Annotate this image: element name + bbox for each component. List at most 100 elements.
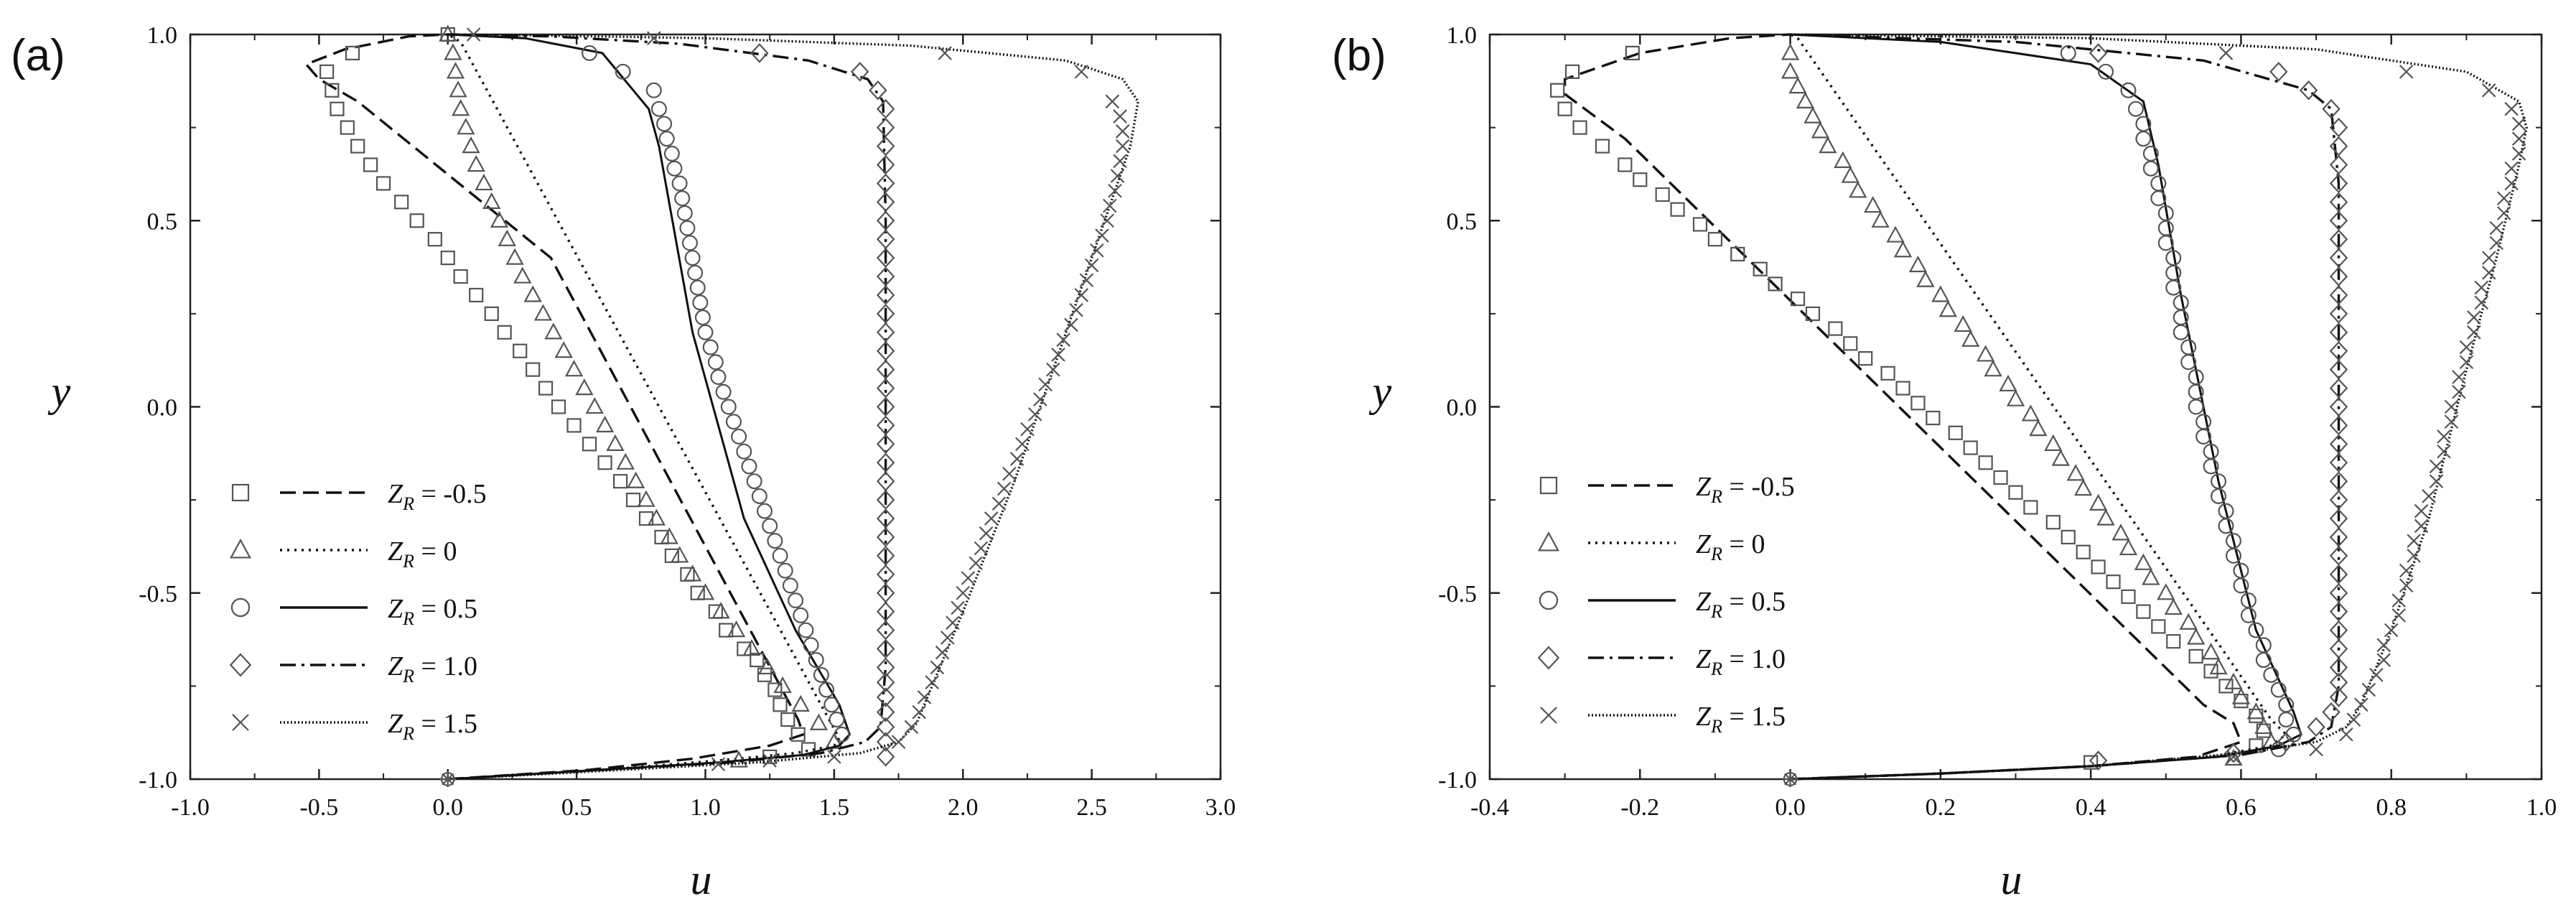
data-point xyxy=(554,341,573,358)
data-point xyxy=(615,63,631,80)
legend-marker xyxy=(229,653,252,677)
data-point xyxy=(997,481,1012,496)
data-point xyxy=(2346,712,2361,727)
data-point xyxy=(876,359,895,380)
chart-panel-b: (b)-0.4 -0.2 0.0 0.2 0.4 0.6 0.8 1.01.00.50.0-0… xyxy=(1332,22,2557,903)
data-point xyxy=(876,396,895,417)
data-point xyxy=(2474,280,2489,295)
data-point xyxy=(694,310,711,326)
x-tick-label: 0.8 xyxy=(2376,794,2407,821)
legend-label: ZR = 0 xyxy=(388,536,457,572)
y-tick-label: 0.0 xyxy=(147,395,178,422)
data-point xyxy=(606,434,625,452)
data-point xyxy=(1572,120,1587,135)
data-point xyxy=(991,496,1007,511)
data-point xyxy=(1803,106,1822,124)
data-point xyxy=(2008,485,2023,500)
data-point xyxy=(666,160,683,177)
data-point xyxy=(2481,251,2496,265)
legend-label: ZR = -0.5 xyxy=(388,479,487,514)
data-point xyxy=(2376,653,2391,667)
data-point xyxy=(2226,750,2241,764)
panel-label: (b) xyxy=(1332,31,1386,80)
x-axis: -1.0 -0.5 0.0 0.5 1.0 1.5 2.0 2.5 3.0 xyxy=(171,34,1236,821)
data-point xyxy=(762,518,778,534)
data-point xyxy=(1961,330,1980,347)
data-point xyxy=(876,210,895,231)
data-point xyxy=(2467,325,2481,340)
data-point xyxy=(2278,697,2295,713)
series-line xyxy=(1790,33,2341,781)
data-point xyxy=(2255,637,2272,653)
data-point xyxy=(497,325,512,340)
data-point xyxy=(956,585,971,600)
data-point xyxy=(345,45,360,61)
data-point xyxy=(757,667,773,682)
data-point xyxy=(2429,459,2444,474)
data-point xyxy=(1707,232,1723,247)
data-point xyxy=(876,527,895,547)
data-point xyxy=(876,192,895,213)
data-point xyxy=(803,637,819,653)
data-point xyxy=(2165,264,2182,281)
y-tick-label: -0.5 xyxy=(139,581,177,608)
data-point xyxy=(725,414,742,430)
data-point xyxy=(767,682,783,697)
data-point xyxy=(1633,172,1648,187)
legend-marker xyxy=(230,597,251,618)
data-point xyxy=(681,235,698,251)
data-point xyxy=(674,190,691,207)
data-point xyxy=(2061,529,2076,545)
data-point xyxy=(637,490,655,507)
data-point xyxy=(613,474,628,489)
data-point xyxy=(2135,131,2152,147)
y-axis-label: y xyxy=(47,368,71,415)
x-tick-label: 0.5 xyxy=(561,794,592,821)
data-point xyxy=(394,195,409,210)
x-tick-label: 0.4 xyxy=(2076,794,2106,821)
data-point xyxy=(2329,638,2348,659)
data-point xyxy=(453,269,468,284)
y-tick-label: -1.0 xyxy=(1438,767,1477,794)
data-point xyxy=(876,415,895,436)
x-tick-label: -0.5 xyxy=(299,794,338,821)
data-point xyxy=(2489,236,2503,251)
data-point xyxy=(938,46,952,60)
data-point xyxy=(1074,65,1089,79)
legend-marker xyxy=(1537,531,1560,552)
legend-label: ZR = 1.0 xyxy=(388,651,477,687)
data-point xyxy=(616,452,635,470)
x-tick-label: 0.2 xyxy=(1926,794,1956,821)
data-point xyxy=(2437,429,2451,444)
data-point xyxy=(1046,362,1060,377)
data-point xyxy=(2329,564,2348,585)
legend-marker xyxy=(1540,707,1557,724)
data-point xyxy=(1115,139,1130,154)
data-point xyxy=(2006,389,2025,406)
data-point xyxy=(350,139,365,154)
chart-panel-a: (a) -1.0 -0.5 0.0 0.5 1.0 1.5 2.0 2.5 3.0 1.0 0.5 0.… xyxy=(11,22,1236,903)
data-point xyxy=(818,681,835,698)
data-point xyxy=(1038,377,1053,392)
data-point xyxy=(446,62,465,79)
data-point xyxy=(409,213,424,228)
data-point xyxy=(2329,546,2348,566)
data-point xyxy=(1768,276,1783,292)
data-point xyxy=(2121,589,2136,605)
data-point xyxy=(498,229,516,246)
data-point xyxy=(2044,434,2063,452)
data-point xyxy=(1753,261,1768,276)
data-point xyxy=(741,458,757,475)
data-point xyxy=(2329,117,2348,138)
data-point xyxy=(2119,538,2138,556)
data-point xyxy=(2414,518,2429,534)
data-point xyxy=(2329,173,2348,194)
data-point xyxy=(2329,620,2348,641)
data-point xyxy=(2459,340,2474,355)
data-point xyxy=(2481,83,2496,98)
data-point xyxy=(757,503,773,519)
data-point xyxy=(1931,285,1950,302)
legend: ZR = -0.5 ZR = 0 ZR = 0.5 ZR = 1.0 ZR = 1.5 xyxy=(1537,472,1795,737)
data-point xyxy=(773,676,792,694)
data-point xyxy=(2023,500,2038,515)
